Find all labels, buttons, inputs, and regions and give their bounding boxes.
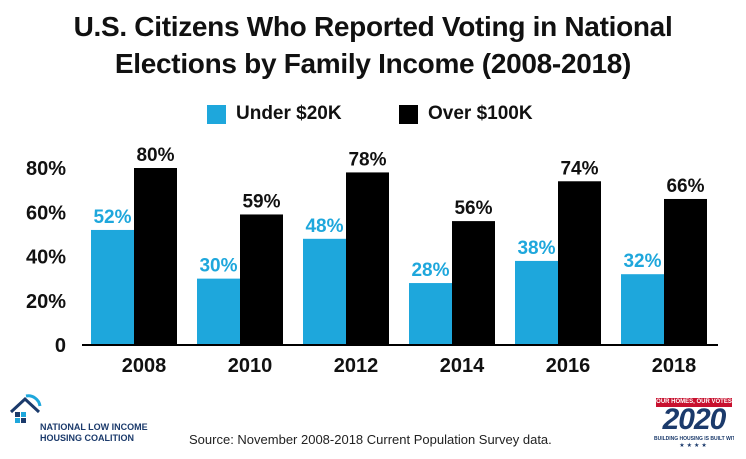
legend-label-under-20k: Under $20K [236, 103, 342, 124]
bar-under-20k [621, 274, 664, 345]
y-tick-label: 20% [26, 291, 66, 313]
data-label-under-20k: 28% [411, 260, 449, 281]
badge-stars-icon: ★★★★ [679, 443, 709, 449]
data-label-under-20k: 32% [623, 251, 661, 272]
nlihc-logo-line-1: NATIONAL LOW INCOME [40, 422, 148, 432]
badge-tagline: BUILDING HOUSING IS BUILT WITH BALLOTS [654, 436, 734, 442]
x-tick-label: 2008 [122, 355, 167, 377]
data-label-over-100k: 59% [242, 191, 280, 212]
data-label-over-100k: 78% [348, 149, 386, 170]
data-label-under-20k: 48% [305, 216, 343, 237]
x-tick-label: 2010 [228, 355, 273, 377]
y-tick-label: 60% [26, 202, 66, 224]
chart-title-line-2: Elections by Family Income (2008-2018) [114, 48, 632, 79]
x-tick-label: 2014 [440, 355, 485, 377]
bar-over-100k [452, 221, 495, 345]
data-label-over-100k: 56% [454, 198, 492, 219]
data-label-over-100k: 66% [666, 176, 704, 197]
vote-2020-badge: OUR HOMES, OUR VOTES 2020 BUILDING HOUSI… [650, 394, 738, 454]
data-label-under-20k: 30% [199, 256, 237, 277]
data-label-over-100k: 80% [136, 145, 174, 166]
chart-title-line-1: U.S. Citizens Who Reported Voting in Nat… [73, 11, 673, 42]
legend-swatch-over-100k [399, 104, 418, 124]
x-tick-label: 2016 [546, 355, 591, 377]
y-tick-label: 80% [26, 158, 66, 180]
bar-over-100k [558, 181, 601, 345]
legend-item-under-20k: Under $20K [207, 103, 342, 125]
y-tick-label: 0 [55, 335, 66, 357]
source-note: Source: November 2008-2018 Current Popul… [189, 432, 552, 447]
house-logo-icon [9, 394, 42, 423]
bar-under-20k [197, 278, 240, 345]
legend-item-over-100k: Over $100K [399, 103, 533, 125]
bar-under-20k [91, 229, 134, 345]
bar-over-100k [664, 198, 707, 345]
x-tick-label: 2012 [334, 355, 379, 377]
y-tick-label: 40% [26, 247, 66, 269]
nlihc-logo-line-2: HOUSING COALITION [40, 433, 134, 443]
legend-label-over-100k: Over $100K [428, 103, 533, 124]
badge-banner: OUR HOMES, OUR VOTES [656, 398, 732, 407]
chart-title: U.S. Citizens Who Reported Voting in Nat… [0, 8, 746, 82]
bar-over-100k [134, 168, 177, 345]
bar-under-20k [409, 283, 452, 345]
bar-over-100k [240, 214, 283, 345]
nlihc-logo-text: NATIONAL LOW INCOME HOUSING COALITION [40, 422, 148, 444]
nlihc-logo: NATIONAL LOW INCOME HOUSING COALITION [8, 392, 183, 454]
bar-under-20k [303, 238, 346, 345]
data-label-under-20k: 38% [517, 238, 555, 259]
bar-under-20k [515, 260, 558, 345]
data-label-over-100k: 74% [560, 158, 598, 179]
bar-over-100k [346, 172, 389, 345]
badge-year: 2020 [662, 403, 727, 436]
data-label-under-20k: 52% [93, 207, 131, 228]
x-tick-label: 2018 [652, 355, 697, 377]
legend-swatch-under-20k [207, 104, 226, 124]
